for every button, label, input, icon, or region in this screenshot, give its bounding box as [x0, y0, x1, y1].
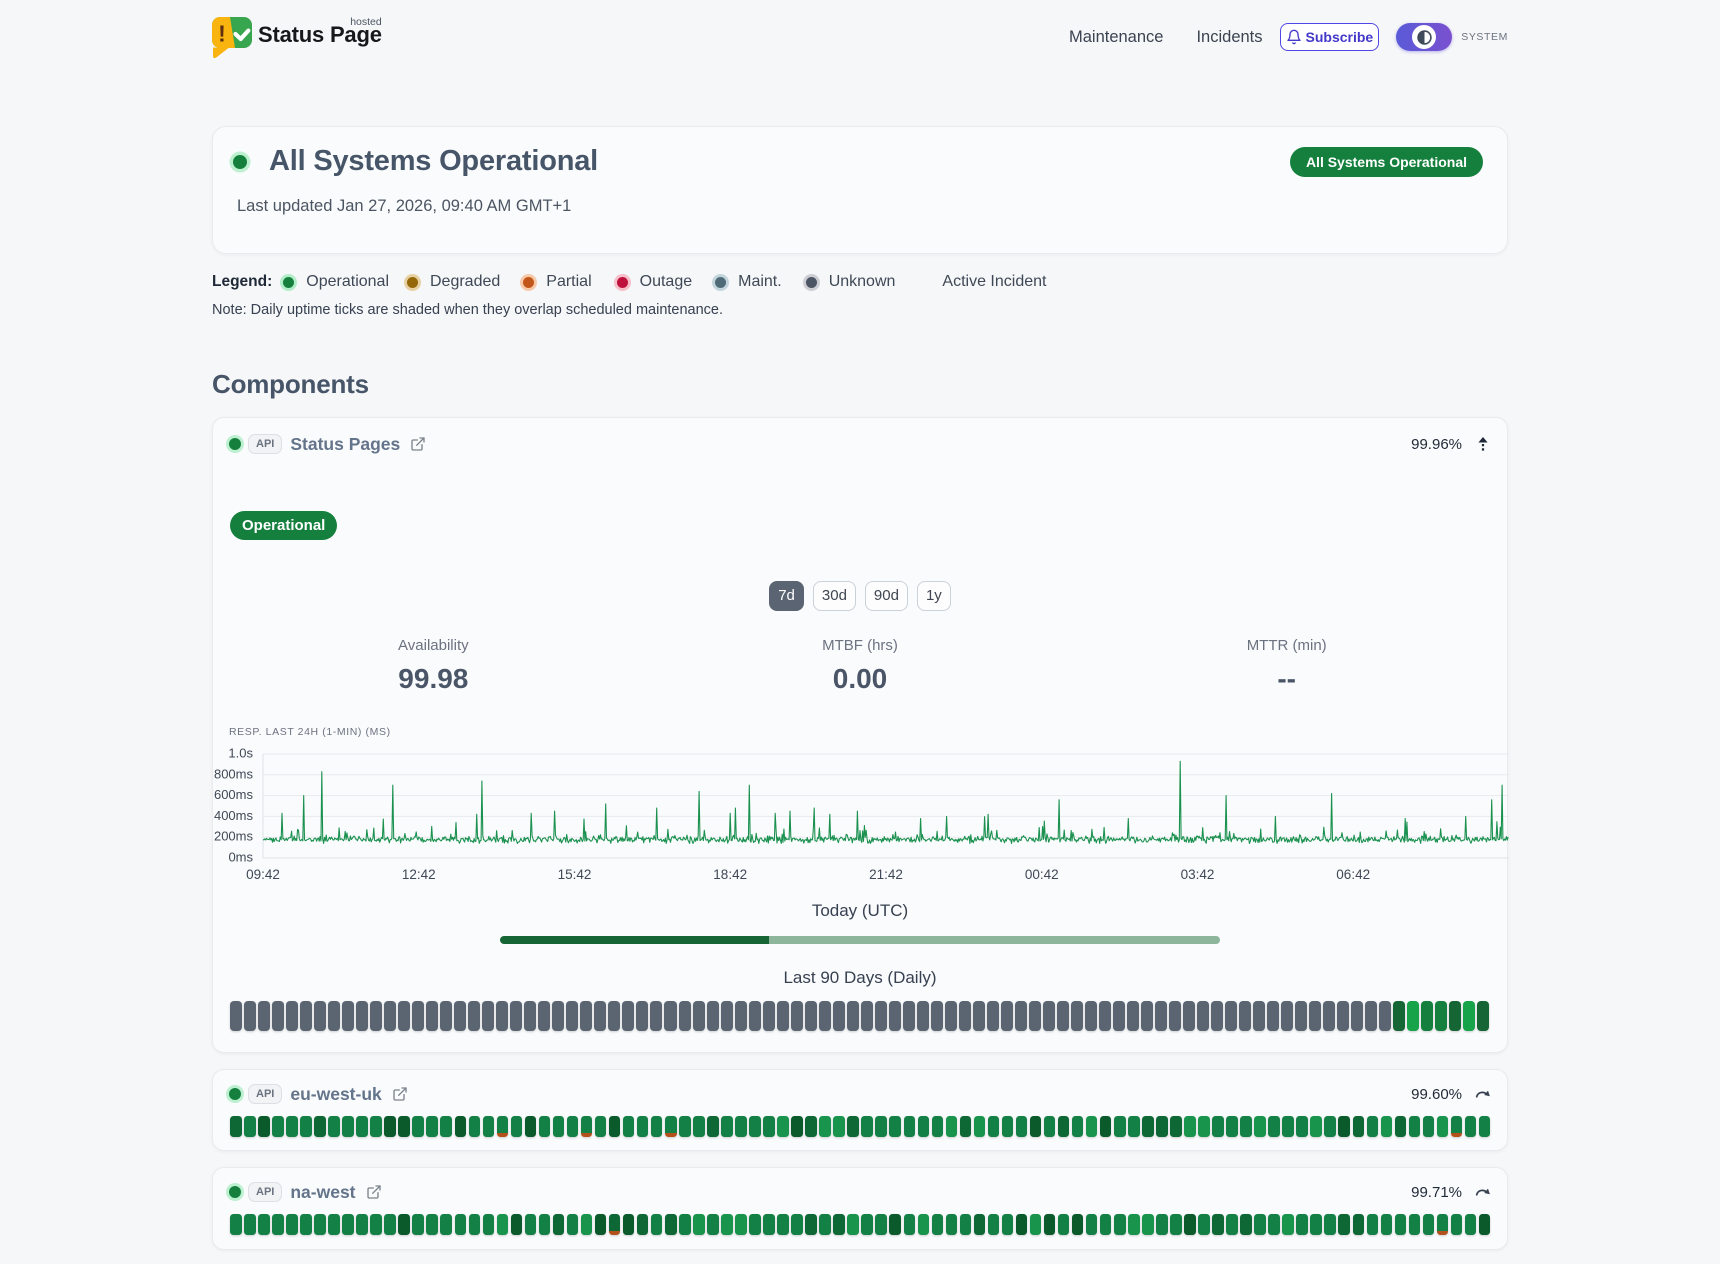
svg-text:400ms: 400ms [214, 808, 254, 823]
svg-text:0ms: 0ms [228, 850, 253, 865]
svg-text:1.0s: 1.0s [228, 746, 253, 761]
svg-text:12:42: 12:42 [402, 867, 436, 882]
svg-text:18:42: 18:42 [713, 867, 747, 882]
svg-text:00:42: 00:42 [1025, 867, 1059, 882]
svg-text:800ms: 800ms [214, 766, 254, 781]
svg-text:03:42: 03:42 [1181, 867, 1215, 882]
svg-text:09:42: 09:42 [246, 867, 280, 882]
svg-text:!: ! [218, 21, 226, 47]
svg-text:600ms: 600ms [214, 787, 254, 802]
svg-text:200ms: 200ms [214, 829, 254, 844]
svg-text:15:42: 15:42 [558, 867, 592, 882]
svg-text:06:42: 06:42 [1336, 867, 1370, 882]
svg-text:21:42: 21:42 [869, 867, 903, 882]
